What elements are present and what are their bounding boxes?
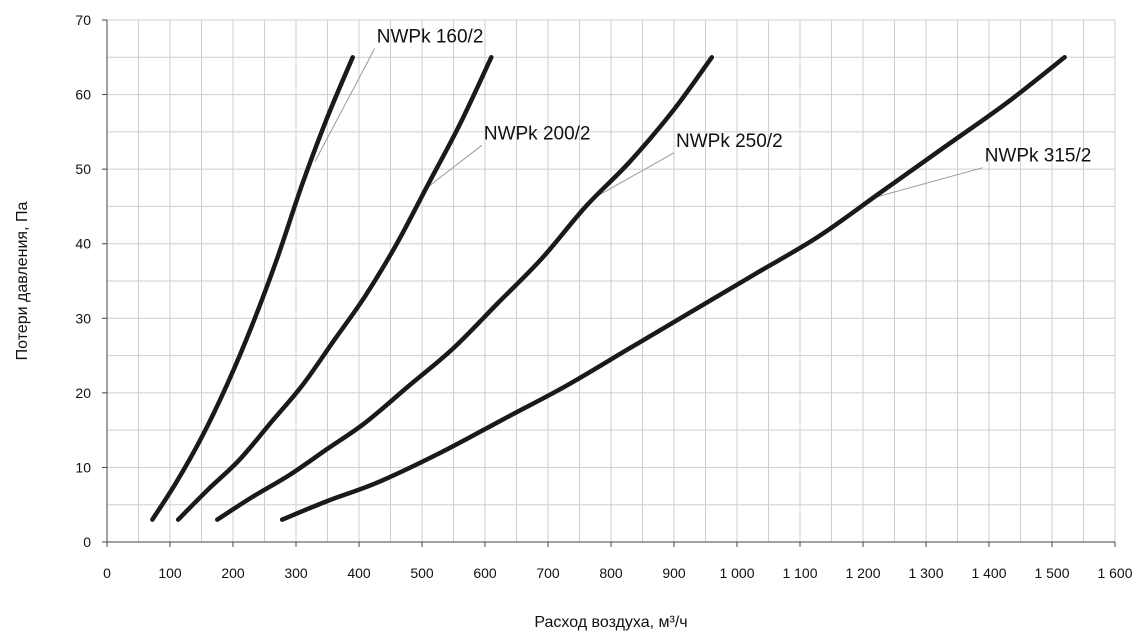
series-label-nwpk-315-2: NWPk 315/2 (985, 146, 1092, 167)
x-tick-label: 1 100 (782, 565, 817, 581)
x-tick-label: 400 (347, 565, 371, 581)
y-tick-label: 40 (75, 236, 91, 252)
x-tick-label: 1 500 (1034, 565, 1069, 581)
x-tick-label: 200 (221, 565, 245, 581)
series-label-nwpk-200-2: NWPk 200/2 (484, 123, 591, 144)
series-label-nwpk-250-2: NWPk 250/2 (676, 131, 783, 152)
grid (106, 19, 1116, 543)
series-label-nwpk-160-2: NWPk 160/2 (377, 26, 484, 47)
x-tick-label: 300 (284, 565, 308, 581)
x-tick-label: 500 (410, 565, 434, 581)
x-tick-label: 800 (599, 565, 623, 581)
y-tick-label: 30 (75, 310, 91, 326)
leader-lines (314, 48, 983, 200)
x-tick-label: 1 400 (971, 565, 1006, 581)
series-line-nwpk-250-2 (215, 55, 715, 522)
leader-line-nwpk-315-2 (869, 167, 983, 200)
y-tick-label: 10 (75, 459, 91, 475)
leader-line-nwpk-160-2 (314, 48, 376, 162)
x-tick-label: 1 300 (908, 565, 943, 581)
x-tick-label: 600 (473, 565, 497, 581)
tick-labels: 0 100 200 300 400 500 600 700 800 900 1 000 1 100 1 … (75, 12, 1132, 581)
x-axis-label: Расход воздуха, м³/ч (534, 614, 687, 631)
series-line-nwpk-160-2 (150, 55, 355, 522)
y-tick-label: 20 (75, 385, 91, 401)
leader-line-nwpk-200-2 (421, 144, 483, 192)
series-labels: NWPk 160/2 NWPk 200/2 NWPk 250/2 NWPk 315/2 (377, 26, 1092, 166)
y-tick-label: 60 (75, 87, 91, 103)
series-line-nwpk-200-2 (175, 55, 494, 522)
series-line-nwpk-315-2 (279, 55, 1067, 522)
x-tick-label: 900 (662, 565, 686, 581)
axes (102, 19, 1116, 547)
y-tick-label: 70 (75, 12, 91, 28)
leader-line-nwpk-250-2 (591, 152, 675, 200)
y-tick-label: 0 (83, 534, 91, 550)
x-tick-label: 100 (158, 565, 182, 581)
x-tick-label: 0 (103, 565, 111, 581)
x-tick-label: 1 600 (1097, 565, 1132, 581)
x-tick-label: 1 000 (719, 565, 754, 581)
x-tick-label: 700 (536, 565, 560, 581)
x-tick-label: 1 200 (845, 565, 880, 581)
y-axis-label: Потери давления, Па (14, 202, 31, 361)
y-tick-label: 50 (75, 161, 91, 177)
series-curves (150, 55, 1067, 522)
